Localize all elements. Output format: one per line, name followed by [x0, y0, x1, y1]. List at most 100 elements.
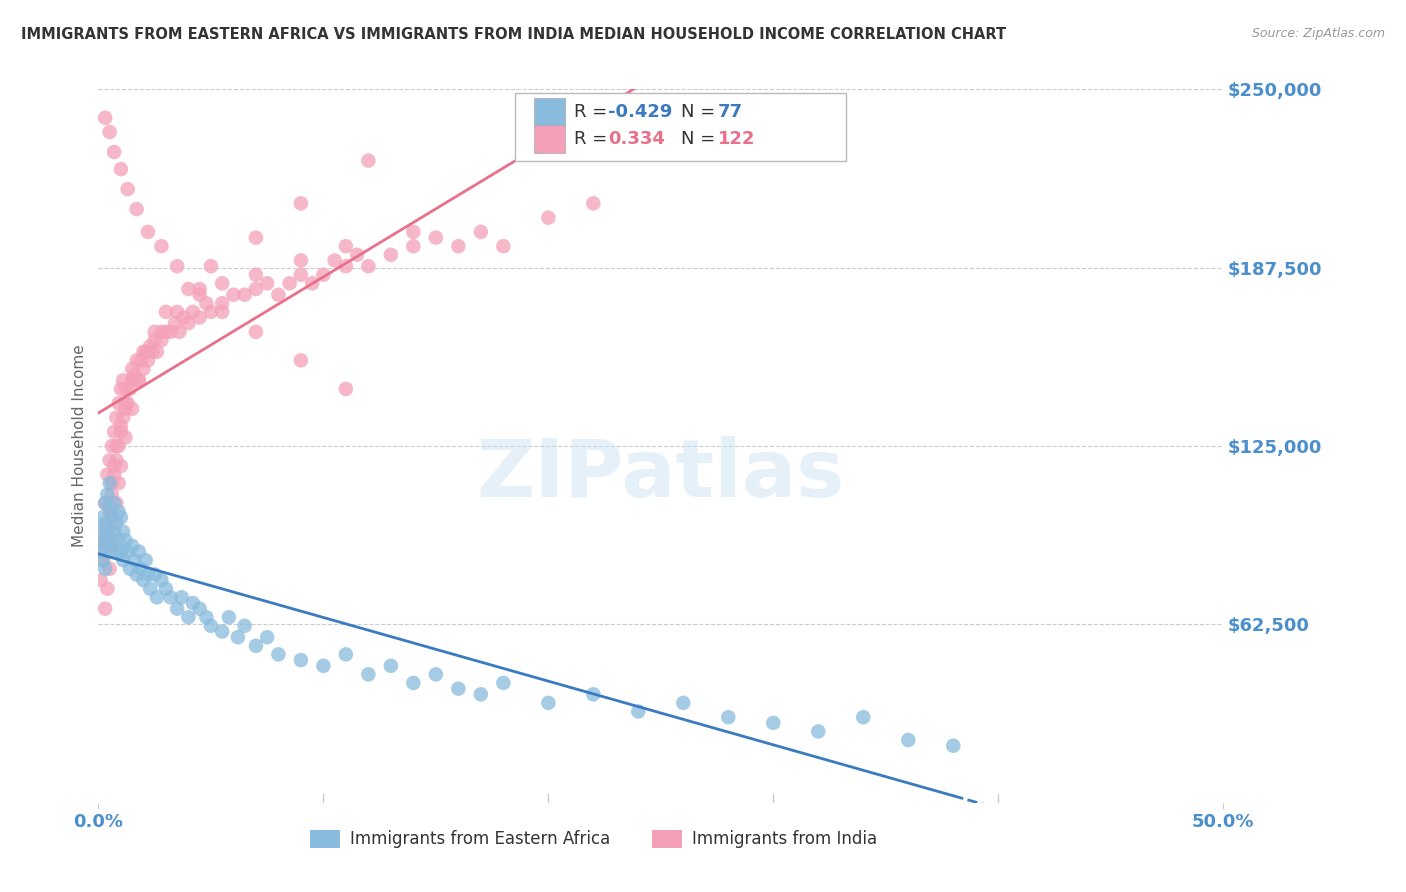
Text: N =: N =: [681, 130, 721, 148]
Point: [128, 373, 150, 387]
Point: [107, 533, 129, 548]
Point: [117, 544, 139, 558]
Text: N =: N =: [681, 103, 721, 121]
Point: [107, 505, 129, 519]
Point: [96, 467, 118, 482]
Point: [312, 658, 335, 673]
Point: [101, 487, 124, 501]
Point: [150, 325, 173, 339]
Point: [425, 230, 447, 244]
Point: [103, 458, 125, 473]
Text: 122: 122: [718, 130, 755, 148]
FancyBboxPatch shape: [534, 98, 565, 127]
Point: [128, 373, 150, 387]
Point: [717, 710, 740, 724]
Point: [146, 591, 169, 605]
Point: [101, 510, 124, 524]
Point: [425, 667, 447, 681]
Text: 77: 77: [718, 103, 744, 121]
Point: [136, 353, 159, 368]
Point: [143, 325, 166, 339]
Point: [117, 182, 139, 196]
Point: [105, 516, 128, 530]
Point: [112, 524, 135, 539]
Text: 0.334: 0.334: [607, 130, 665, 148]
Point: [150, 573, 173, 587]
Point: [101, 533, 124, 548]
Point: [267, 648, 290, 662]
Point: [200, 305, 222, 319]
Point: [211, 624, 233, 639]
Point: [211, 277, 233, 291]
Point: [107, 476, 129, 491]
Point: [91, 510, 114, 524]
Point: [110, 419, 132, 434]
Point: [672, 696, 695, 710]
Point: [139, 339, 162, 353]
Point: [114, 533, 136, 548]
Point: [278, 277, 301, 291]
Point: [170, 591, 193, 605]
Point: [256, 630, 278, 644]
Point: [181, 596, 204, 610]
Point: [90, 544, 112, 558]
Point: [402, 676, 425, 690]
Point: [150, 334, 173, 348]
Point: [110, 458, 132, 473]
Point: [380, 248, 402, 262]
Point: [112, 410, 135, 425]
Point: [94, 524, 117, 539]
Point: [807, 724, 830, 739]
Point: [135, 344, 157, 359]
Point: [114, 382, 136, 396]
Point: [582, 687, 605, 701]
Point: [942, 739, 965, 753]
Point: [256, 277, 278, 291]
Point: [96, 516, 118, 530]
Point: [290, 253, 312, 268]
Point: [200, 259, 222, 273]
Point: [132, 573, 155, 587]
Point: [91, 544, 114, 558]
Point: [96, 487, 118, 501]
Point: [94, 496, 117, 510]
Point: [222, 287, 245, 301]
Point: [96, 533, 118, 548]
Point: [128, 544, 150, 558]
Point: [94, 516, 117, 530]
Point: [101, 539, 124, 553]
Point: [177, 282, 200, 296]
Point: [492, 676, 515, 690]
Point: [159, 325, 181, 339]
Point: [166, 259, 188, 273]
Point: [118, 382, 141, 396]
Point: [110, 382, 132, 396]
Legend: Immigrants from Eastern Africa, Immigrants from India: Immigrants from Eastern Africa, Immigran…: [304, 823, 883, 855]
Point: [188, 287, 211, 301]
FancyBboxPatch shape: [534, 125, 565, 153]
Point: [852, 710, 875, 724]
Point: [582, 196, 605, 211]
FancyBboxPatch shape: [515, 93, 846, 161]
Point: [96, 524, 118, 539]
Point: [103, 467, 125, 482]
Point: [98, 496, 121, 510]
Point: [110, 510, 132, 524]
Point: [163, 316, 186, 330]
Point: [91, 553, 114, 567]
Point: [357, 667, 380, 681]
Point: [110, 162, 132, 177]
Point: [143, 567, 166, 582]
Point: [245, 325, 267, 339]
Point: [135, 553, 157, 567]
Point: [177, 610, 200, 624]
Point: [129, 562, 152, 576]
Point: [121, 373, 143, 387]
Point: [121, 539, 143, 553]
Point: [91, 553, 114, 567]
Point: [233, 619, 256, 633]
Point: [136, 567, 159, 582]
Point: [105, 410, 128, 425]
Point: [110, 544, 132, 558]
Point: [132, 344, 155, 359]
